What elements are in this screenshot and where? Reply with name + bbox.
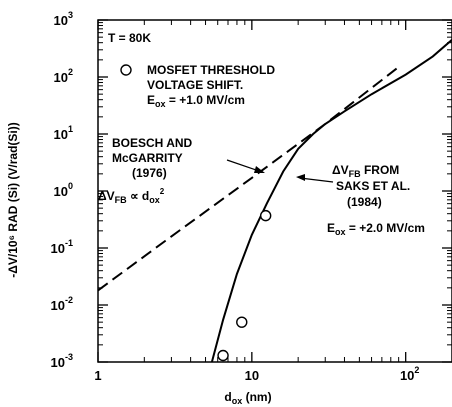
boesch-formula: ΔVFB ∝ dox2 [98,187,165,205]
saks-label-line3: (1984) [347,195,382,209]
saks-label-line2: SAKS ET AL. [336,179,410,193]
mosfet-label-line1: MOSFET THRESHOLD [147,63,275,77]
saks-field-label: Eox = +2.0 MV/cm [327,221,425,237]
y-axis-title: -ΔV/10⁶ RAD (Si) (V/rad(Si)) [6,122,20,278]
y-tick-label: 10-1 [51,238,73,256]
y-tick-label: 102 [54,67,73,85]
mosfet-field-label: Eox = +1.0 MV/cm [147,93,245,109]
boesch-label-line1: BOESCH AND [112,136,193,150]
mosfet-label-line2: VOLTAGE SHIFT. [147,78,243,92]
x-tick-label: 1 [94,368,101,383]
y-tick-label: 10-2 [51,295,73,313]
boesch-label-line3: (1976) [132,166,167,180]
x-tick-label: 10 [245,368,259,383]
y-tick-label: 10-3 [51,352,73,370]
saks-arrowhead [296,174,305,181]
y-tick-label: 100 [54,181,73,199]
x-tick-label: 102 [400,365,419,383]
x-axis-title: dox (nm) [224,390,271,406]
saks-arrow [299,177,334,183]
mosfet-legend-marker [120,64,132,76]
y-tick-label: 101 [54,124,73,142]
boesch-label-line2: McGARRITY [112,151,183,165]
series-group [97,39,452,363]
temperature-label: T = 80K [108,31,151,45]
solid-series-line [210,39,452,363]
data-point [217,349,229,362]
saks-label-line1: ΔVFB FROM [332,163,399,179]
data-point [236,316,248,328]
boesch-arrowhead [254,166,265,173]
axis-ticks: 1 10 102 10-3 10-2 10-1 100 101 102 103 [51,10,452,383]
dashed-series-line [97,66,400,292]
data-point [259,209,272,222]
y-tick-label: 103 [54,10,73,28]
